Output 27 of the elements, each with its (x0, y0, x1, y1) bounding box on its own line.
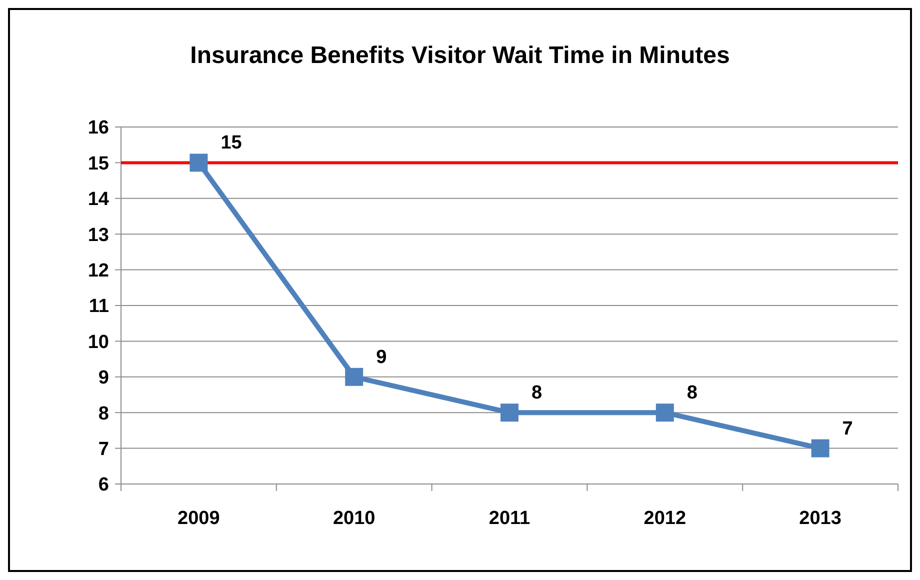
data-label: 8 (686, 382, 698, 404)
x-tick-label: 2013 (799, 508, 842, 529)
y-tick-label: 16 (88, 118, 109, 139)
data-label: 9 (376, 346, 387, 368)
point (656, 404, 674, 422)
chart-title: Insurance Benefits Visitor Wait Time in Minutes (190, 42, 730, 69)
x-tick-label: 2012 (644, 508, 686, 529)
x-tick-label: 2011 (488, 508, 531, 529)
point (500, 404, 518, 422)
x-tick-label: 2010 (332, 508, 376, 529)
point (811, 439, 830, 458)
data-label: 15 (220, 132, 242, 154)
y-tick-label: 13 (88, 224, 109, 246)
data-label: 7 (842, 418, 853, 440)
y-tick-label: 8 (98, 403, 109, 424)
y-tick-label: 9 (98, 368, 109, 389)
point (345, 368, 364, 386)
y-tick-label: 12 (88, 260, 109, 282)
x-tick-label: 2009 (178, 508, 220, 529)
y-tick-label: 6 (98, 474, 109, 496)
y-tick-label: 11 (88, 296, 110, 318)
point (190, 154, 208, 172)
y-tick-label: 14 (88, 189, 110, 210)
data-label: 8 (532, 382, 542, 404)
y-tick-label: 7 (98, 438, 109, 460)
y-tick-label: 15 (88, 153, 110, 174)
y-tick-label: 10 (88, 332, 109, 353)
